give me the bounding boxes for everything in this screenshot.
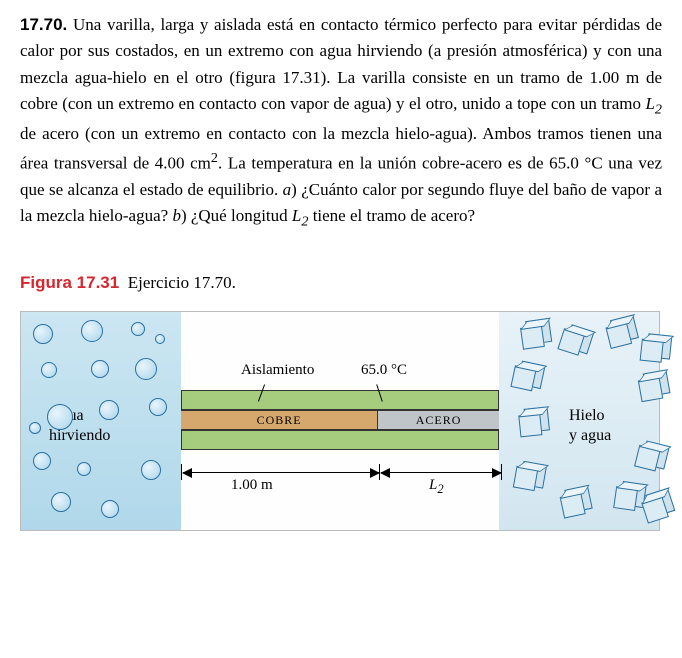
ice-cube-icon (640, 333, 671, 364)
text-segment: Una varilla, larga y aislada está en con… (20, 15, 662, 113)
rod: COBRE ACERO (181, 410, 499, 430)
dim-steel (381, 472, 501, 473)
var-l2: L2 (292, 206, 309, 225)
figure-caption-text: Ejercicio 17.70. (128, 273, 236, 292)
problem-text: 17.70. Una varilla, larga y aislada está… (20, 12, 662, 233)
ice-cube-icon (519, 319, 551, 351)
dim-copper (183, 472, 379, 473)
junction-temp-label: 65.0 °C (361, 362, 407, 379)
figure-label: Figura 17.31 (20, 273, 119, 292)
text-segment: ) ¿Qué longitud (181, 206, 292, 225)
insulation-top (181, 390, 499, 410)
steel-segment: ACERO (378, 411, 499, 429)
problem-number: 17.70. (20, 15, 67, 34)
ice-cube-icon (518, 407, 549, 438)
right-bath-label: Hielo y agua (569, 406, 611, 444)
ice-cube-icon (637, 370, 669, 402)
figure-caption: Figura 17.31 Ejercicio 17.70. (20, 273, 662, 293)
ice-cube-icon (513, 460, 545, 492)
insulation-bottom (181, 430, 499, 450)
text-segment: tiene el tramo de acero? (308, 206, 475, 225)
copper-segment: COBRE (181, 411, 378, 429)
exponent: 2 (211, 150, 218, 166)
var-l2: L2 (645, 94, 662, 113)
dim-copper-label: 1.00 m (231, 477, 273, 494)
dim-steel-label: L2 (429, 477, 444, 497)
part-a: a (283, 180, 292, 199)
part-b: b (172, 206, 181, 225)
ice-cube-icon (510, 360, 543, 393)
diagram: COBRE ACERO Aislamiento 65.0 °C Agua hir… (20, 311, 660, 531)
insulation-label: Aislamiento (241, 362, 314, 379)
